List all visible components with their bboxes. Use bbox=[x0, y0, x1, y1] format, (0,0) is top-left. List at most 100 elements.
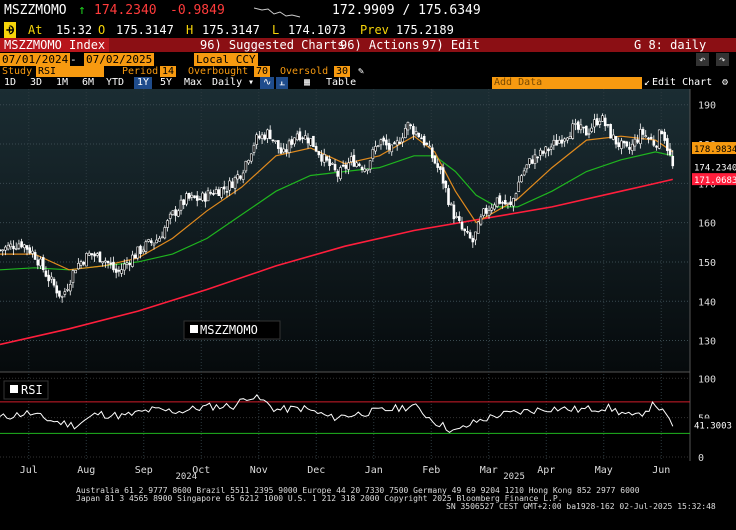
candle-body bbox=[233, 177, 237, 189]
x-tick-label: Mar bbox=[480, 465, 498, 476]
table-button[interactable]: Table bbox=[326, 77, 357, 88]
security-field[interactable]: MSZZMOMO Index bbox=[0, 38, 110, 52]
table-view-icon[interactable]: ▦ bbox=[304, 77, 311, 88]
candle-body bbox=[325, 156, 329, 161]
candle-body bbox=[393, 142, 396, 145]
candle-body bbox=[652, 140, 656, 146]
candle-body bbox=[612, 134, 615, 140]
range-button-1d[interactable]: 1D bbox=[4, 77, 17, 88]
candle-body bbox=[414, 131, 418, 135]
candle-body bbox=[517, 181, 521, 193]
price-y-tick: 140 bbox=[698, 297, 716, 308]
rsi-last-tag-bg bbox=[692, 418, 736, 431]
candle-body bbox=[204, 193, 207, 202]
candle-body bbox=[463, 228, 467, 232]
candle-body bbox=[225, 191, 229, 193]
chevron-down-icon[interactable]: ▾ bbox=[248, 77, 255, 88]
candle-body bbox=[593, 119, 596, 128]
edit-chart-icon[interactable]: ↙ bbox=[644, 77, 651, 88]
candle-body bbox=[231, 181, 234, 188]
currency-select[interactable]: Local CCY bbox=[194, 53, 258, 66]
edit-menu[interactable]: 97) Edit bbox=[422, 38, 480, 52]
candle-body bbox=[220, 187, 223, 198]
frequency-select[interactable]: Daily bbox=[212, 77, 243, 88]
candle-body bbox=[455, 216, 458, 218]
candle-body bbox=[571, 123, 575, 139]
line-type-icon[interactable]: ∿ bbox=[260, 77, 275, 89]
candle-body bbox=[171, 210, 175, 215]
candle-body bbox=[71, 270, 75, 283]
candle-body bbox=[487, 210, 491, 216]
candle-body bbox=[525, 164, 529, 170]
candle-body bbox=[320, 154, 323, 162]
candle-body bbox=[406, 122, 410, 131]
candle-body bbox=[514, 193, 518, 200]
range-button-5y[interactable]: 5Y bbox=[160, 77, 173, 88]
candle-body bbox=[358, 163, 361, 166]
edit-chart-button[interactable]: Edit Chart bbox=[652, 77, 713, 88]
candle-body bbox=[101, 261, 104, 264]
oversold-field[interactable]: 30 bbox=[334, 66, 351, 77]
candle-body bbox=[160, 236, 164, 239]
range-button-1m[interactable]: 1M bbox=[56, 77, 69, 88]
candle-body bbox=[401, 137, 404, 143]
pencil-icon[interactable]: ✎ bbox=[358, 66, 365, 77]
candle-body bbox=[304, 135, 307, 140]
candle-body bbox=[206, 190, 210, 202]
actions-menu[interactable]: 96) Actions bbox=[340, 38, 420, 52]
candle-body bbox=[428, 145, 431, 148]
back-icon[interactable]: ↶ bbox=[696, 53, 709, 66]
candle-body bbox=[360, 166, 364, 170]
end-date-field[interactable]: 07/02/2025 bbox=[84, 53, 155, 66]
candle-body bbox=[182, 199, 186, 205]
candle-body bbox=[241, 172, 245, 180]
candle-body bbox=[339, 167, 342, 180]
candle-body bbox=[128, 262, 131, 266]
candle-body bbox=[201, 192, 204, 201]
candle-body bbox=[476, 221, 480, 234]
suggested-charts-menu[interactable]: 96) Suggested Charts bbox=[200, 38, 345, 52]
add-data-field[interactable]: Add Data bbox=[492, 77, 642, 89]
candle-body bbox=[298, 131, 302, 141]
rsi-y-tick: 100 bbox=[698, 374, 716, 385]
candle-body bbox=[466, 230, 469, 233]
forward-icon[interactable]: ↷ bbox=[716, 53, 729, 66]
overbought-field[interactable]: 70 bbox=[254, 66, 271, 77]
candle-body bbox=[328, 158, 331, 167]
x-tick-label: Oct bbox=[192, 465, 210, 476]
candle-body bbox=[447, 188, 450, 205]
candle-body bbox=[114, 268, 118, 273]
range-button-3d[interactable]: 3D bbox=[30, 77, 43, 88]
candle-body bbox=[485, 207, 488, 214]
arrow-up-icon: ↑ bbox=[78, 3, 86, 18]
date-separator: - bbox=[70, 53, 77, 66]
candle-body bbox=[530, 159, 534, 164]
ma-short-line bbox=[0, 135, 674, 271]
range-button-6m[interactable]: 6M bbox=[82, 77, 95, 88]
candle-body bbox=[474, 231, 477, 241]
candle-body bbox=[9, 243, 13, 248]
prev-label: Prev bbox=[360, 23, 389, 37]
candle-body bbox=[639, 129, 642, 145]
footer-line-3: SN 3506527 CEST GMT+2:00 ba1928-162 02-J… bbox=[446, 502, 716, 511]
range-button-max[interactable]: Max bbox=[184, 77, 203, 88]
range-button-ytd[interactable]: YTD bbox=[106, 77, 125, 88]
chart-page-menu[interactable]: G 8: daily bbox=[634, 38, 707, 52]
chart-type-icon[interactable]: ⫠ bbox=[276, 77, 289, 89]
candle-body bbox=[617, 142, 621, 148]
start-date-field[interactable]: 07/01/2024 bbox=[0, 53, 71, 66]
candle-body bbox=[144, 241, 148, 252]
period-field[interactable]: 14 bbox=[160, 66, 177, 77]
study-select[interactable]: RSI bbox=[36, 66, 104, 77]
candle-body bbox=[644, 135, 648, 137]
range-button-1y[interactable]: 1Y bbox=[134, 77, 153, 89]
candle-body bbox=[131, 254, 134, 267]
candle-body bbox=[50, 276, 53, 280]
candle-body bbox=[341, 164, 345, 167]
candle-body bbox=[403, 128, 407, 139]
period-label: Period bbox=[122, 66, 159, 77]
price-legend-swatch bbox=[190, 325, 198, 333]
candle-body bbox=[136, 246, 140, 259]
settings-icon[interactable]: ⚙ bbox=[722, 77, 729, 88]
candle-body bbox=[433, 155, 437, 164]
